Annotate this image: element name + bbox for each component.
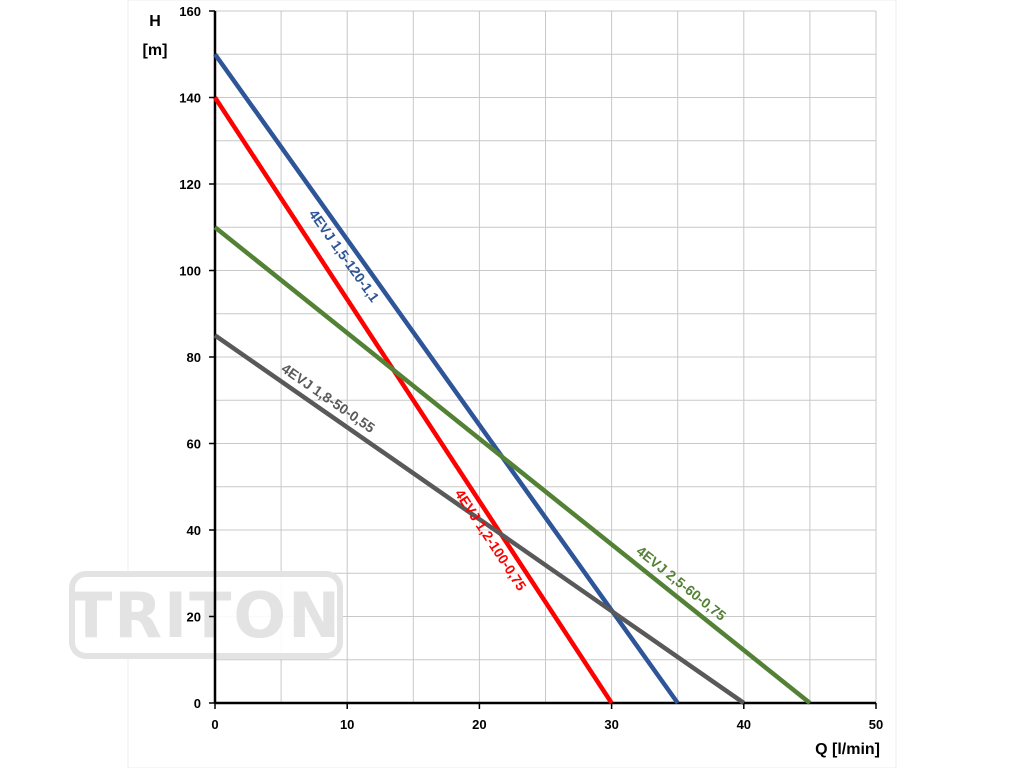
y-tick-label: 80	[187, 350, 201, 365]
x-tick-label: 30	[604, 717, 618, 732]
axes	[209, 10, 877, 709]
series-line	[213, 96, 614, 705]
series-lines	[213, 52, 812, 705]
x-axis-label: Q [l/min]	[815, 741, 880, 758]
tick-labels: 0 10 20 30 40 50 0 20 40 60 80 100 120 140 160	[179, 4, 883, 732]
y-tick-label: 140	[179, 91, 201, 106]
watermark-text: TRITON	[70, 579, 342, 652]
y-tick-label: 20	[187, 610, 201, 625]
series-line	[213, 225, 812, 705]
series-line	[213, 52, 680, 705]
x-tick-label: 50	[869, 717, 883, 732]
chart-frame	[127, 0, 897, 768]
x-tick-label: 10	[340, 717, 354, 732]
triton-watermark-logo: TRITON	[69, 571, 343, 659]
grid	[215, 10, 877, 703]
y-axis-label-line2: [m]	[143, 42, 168, 59]
y-axis-label-line1: H	[149, 13, 161, 30]
y-tick-label: 160	[179, 4, 201, 19]
series-line	[213, 333, 746, 705]
x-tick-label: 40	[737, 717, 751, 732]
y-tick-label: 120	[179, 177, 201, 192]
y-tick-label: 40	[187, 523, 201, 538]
x-tick-label: 0	[211, 717, 218, 732]
x-tick-label: 20	[472, 717, 486, 732]
y-tick-label: 100	[179, 264, 201, 279]
y-tick-label: 0	[194, 696, 201, 711]
y-tick-label: 60	[187, 437, 201, 452]
